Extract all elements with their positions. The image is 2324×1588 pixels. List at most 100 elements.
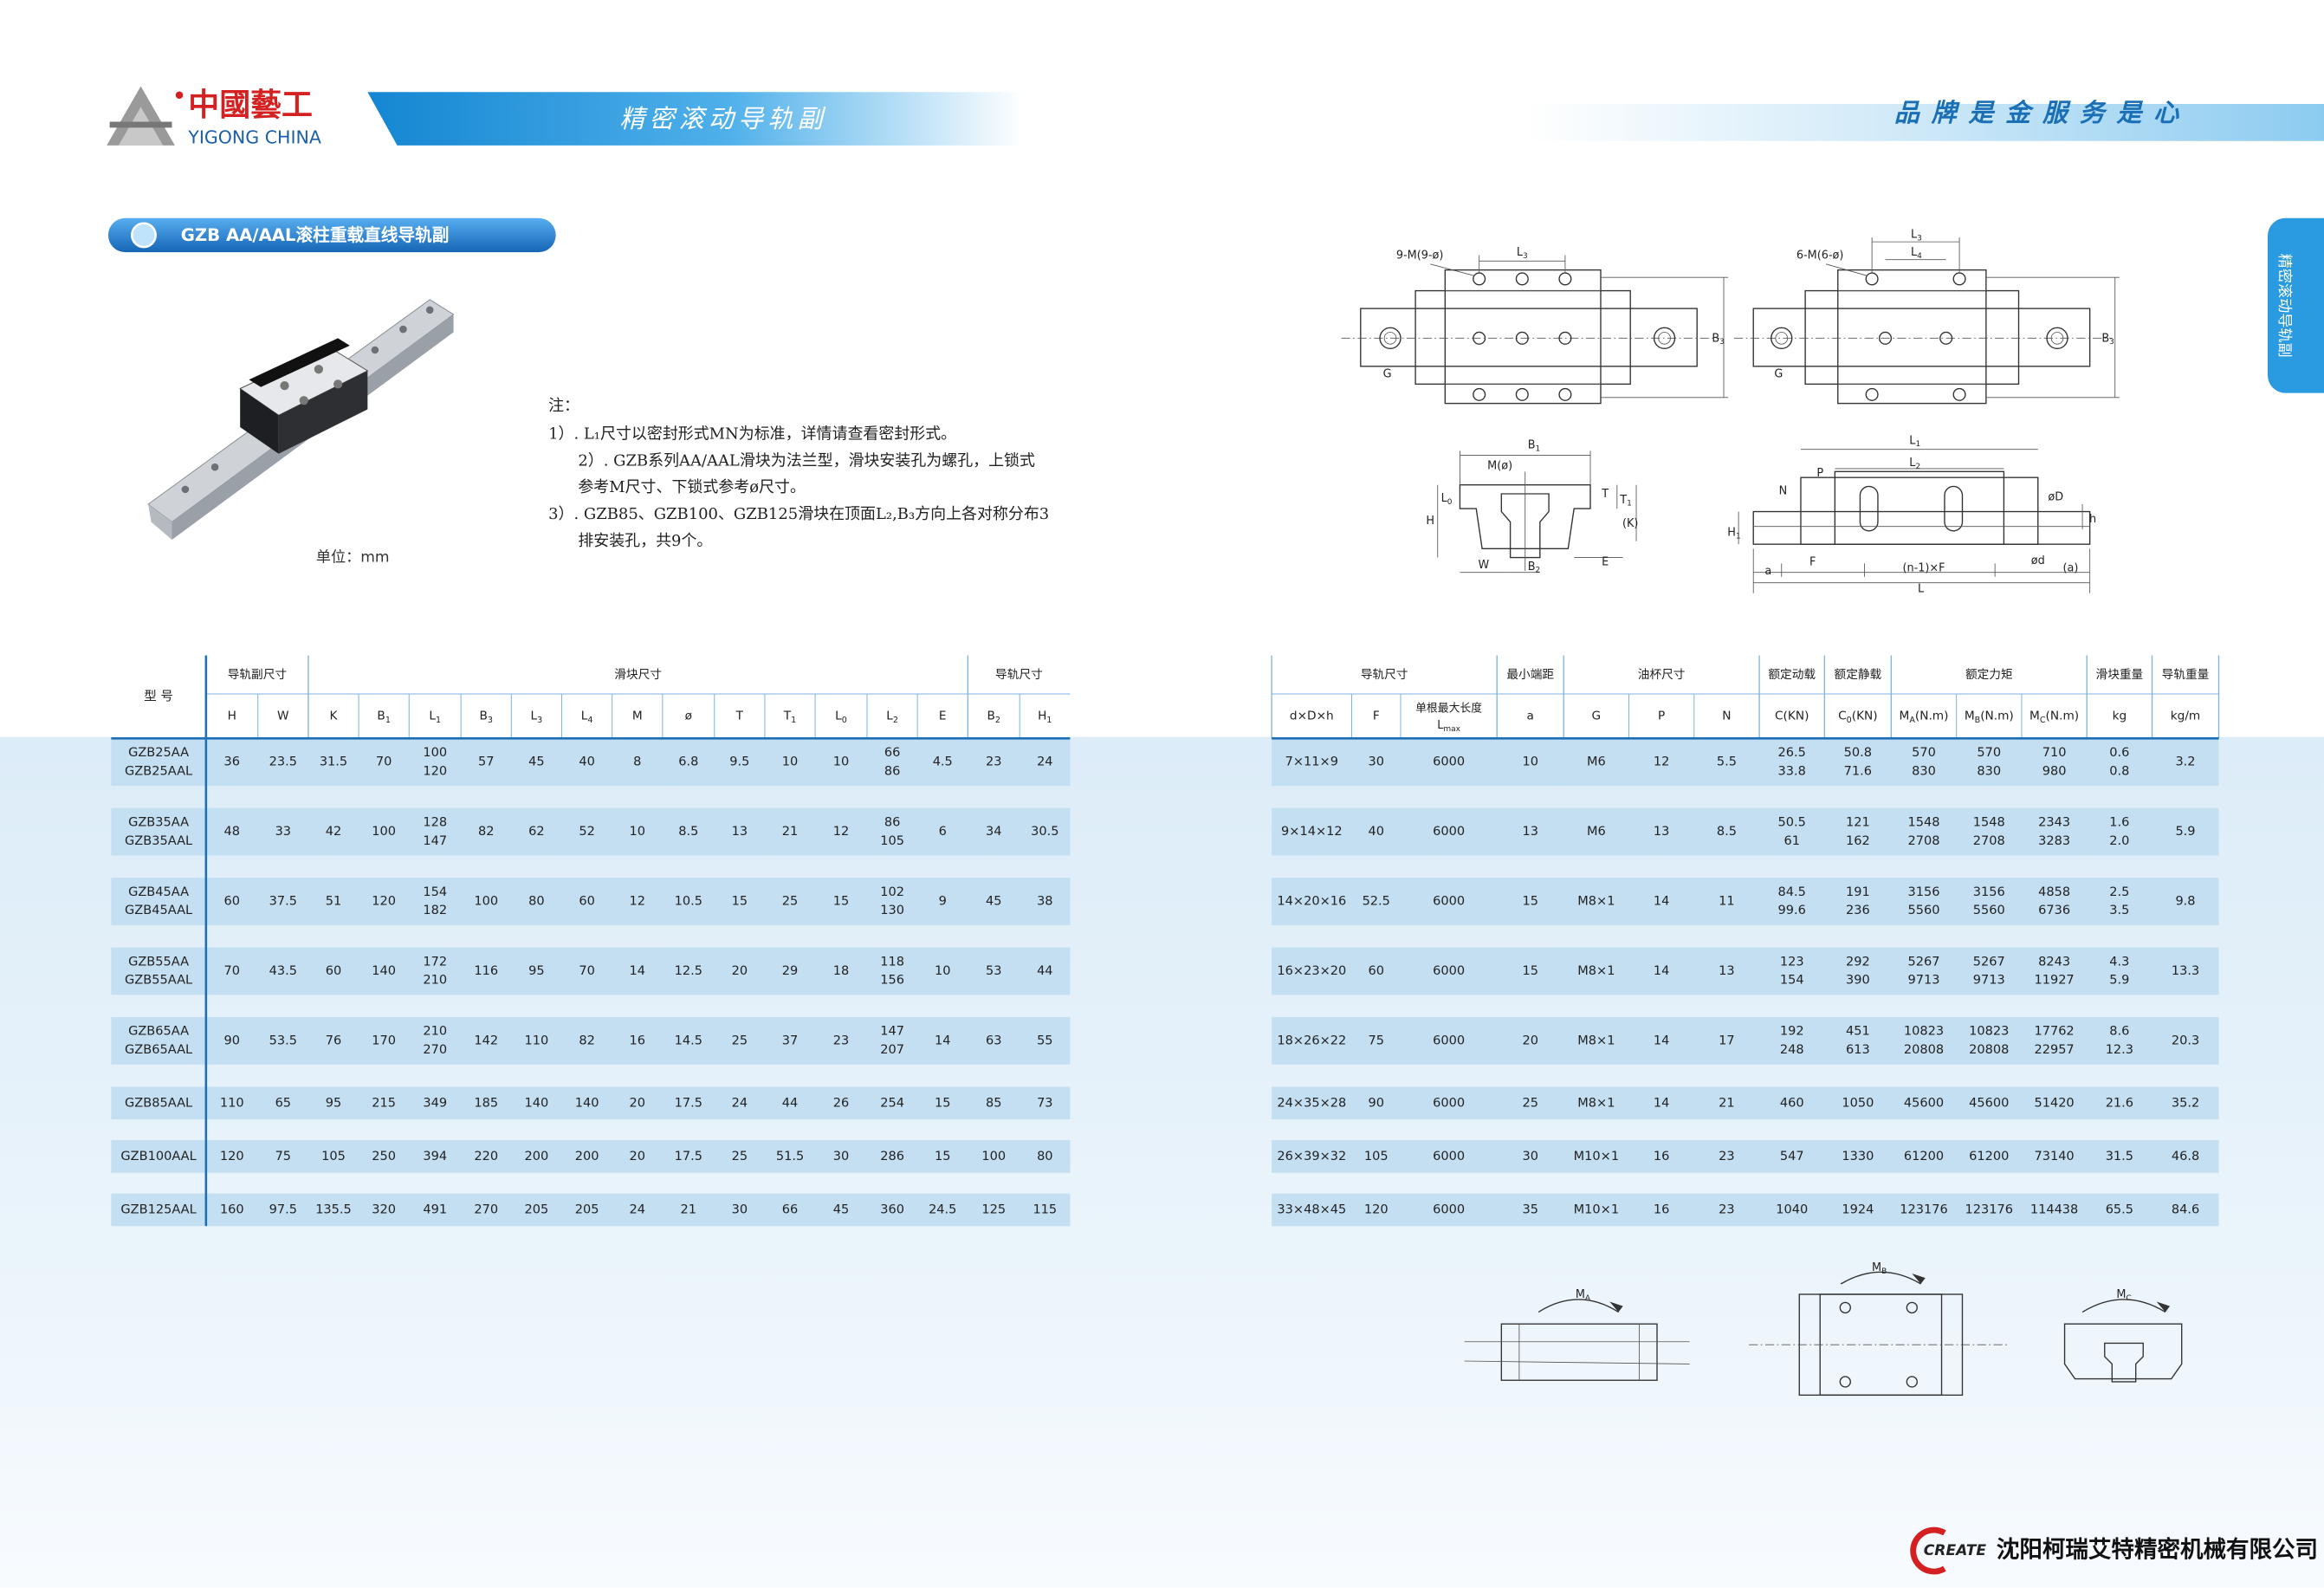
- column-header-sub: 2: [893, 715, 898, 724]
- cell-text: 45: [986, 895, 1002, 909]
- diagram-label: MA: [1576, 1287, 1591, 1302]
- column-header-main: L: [531, 710, 538, 723]
- cell-text: 9713: [1973, 974, 2005, 988]
- cell-text: 17.5: [675, 1096, 702, 1110]
- cell-text: 6000: [1433, 1096, 1465, 1110]
- cell-text: 1548: [1908, 815, 1940, 829]
- slogan: 品牌是金服务是心: [1894, 98, 2191, 127]
- group-header: 滑块重量: [2096, 667, 2144, 682]
- cell-text: 51: [326, 895, 342, 909]
- cell-text: 120: [1364, 1202, 1389, 1216]
- row-strip: [111, 878, 1071, 925]
- group-header: 导轨尺寸: [1361, 668, 1408, 682]
- column-header-rest: (N.m): [1980, 710, 2014, 723]
- diagram-label-main: B: [2101, 332, 2109, 345]
- notes-heading: 注：: [548, 397, 579, 415]
- group-header: 油杯尺寸: [1638, 668, 1686, 682]
- cell-text: 16: [1654, 1150, 1670, 1163]
- cell-text: 140: [525, 1096, 549, 1110]
- side-tab: [2267, 217, 2324, 393]
- cell-text: 61200: [1969, 1150, 2009, 1163]
- column-header-sub: A: [1909, 715, 1915, 724]
- column-header-main: G: [1592, 710, 1602, 723]
- cell-text: GZB55AA: [128, 955, 189, 969]
- diagram-label-main: L: [1909, 434, 1916, 447]
- diagram-label-main: 6-M(6-ø): [1796, 249, 1844, 262]
- column-header-rest: (N.m): [2046, 710, 2080, 723]
- cell-text: 613: [1846, 1043, 1870, 1057]
- cell-text: 170: [372, 1034, 396, 1047]
- cell-text: 10: [782, 755, 799, 769]
- cell-text: 25: [732, 1150, 748, 1163]
- column-header: L1: [429, 710, 441, 725]
- cell-text: 40: [579, 755, 594, 769]
- diagram-label: P: [1816, 467, 1823, 480]
- cell-text: 84.5: [1778, 885, 1806, 899]
- cell-text: GZB100AAL: [120, 1150, 197, 1163]
- cell-text: 9713: [1908, 974, 1940, 988]
- column-header: W: [277, 710, 289, 723]
- cell-text: 5.9: [2109, 974, 2129, 988]
- cell-text: 18×26×22: [1277, 1034, 1346, 1047]
- cell-text: 17: [1719, 1034, 1735, 1047]
- column-header-main: T: [783, 710, 792, 723]
- cell-text: M8×1: [1577, 1096, 1615, 1110]
- diagram-label: G: [1774, 367, 1783, 380]
- cell-text: 53.5: [269, 1034, 297, 1047]
- column-header: H: [228, 710, 236, 723]
- column-header-sub: 0: [842, 715, 847, 724]
- group-header: 最小端距: [1506, 668, 1554, 682]
- column-header: T1: [783, 710, 796, 725]
- column-header-main: T: [735, 710, 744, 723]
- cell-text: 135.5: [315, 1202, 352, 1216]
- cell-text: 21: [782, 825, 799, 839]
- diagram-label: 9-M(9-ø): [1396, 249, 1444, 262]
- cell-text: 207: [880, 1043, 904, 1057]
- footer-brand: CREATE: [1924, 1542, 1987, 1559]
- diagram-label: L0: [1441, 492, 1453, 507]
- cell-text: 62: [528, 825, 545, 839]
- drawing-moment-b: [1749, 1271, 2009, 1397]
- logo-en: YIGONG CHINA: [187, 126, 321, 147]
- column-header-main: E: [939, 710, 947, 723]
- cell-text: 51.5: [776, 1150, 804, 1163]
- diagram-label-main: B: [1528, 560, 1536, 573]
- diagram-label-main: (K): [1622, 517, 1638, 530]
- column-header-sub: C: [2040, 715, 2046, 724]
- cell-text: M10×1: [1574, 1150, 1619, 1163]
- column-header: kg: [2113, 710, 2127, 723]
- cell-text: 61200: [1904, 1150, 1944, 1163]
- cell-text: M6: [1587, 755, 1606, 769]
- cell-text: 65.5: [2106, 1202, 2133, 1216]
- cell-text: 0.8: [2109, 764, 2129, 778]
- column-header-main: L: [429, 710, 436, 723]
- cell-text: M8×1: [1577, 895, 1615, 909]
- cell-text: 200: [525, 1150, 549, 1163]
- cell-text: 11: [1719, 895, 1735, 909]
- cell-text: 20.3: [2172, 1034, 2199, 1047]
- cell-text: 23: [833, 1034, 849, 1047]
- cell-text: 20808: [1969, 1043, 2009, 1057]
- cell-text: 2708: [1908, 834, 1940, 848]
- diagram-label: MC: [2116, 1287, 2131, 1302]
- cell-text: 120: [423, 764, 447, 778]
- cell-text: 15: [833, 895, 849, 909]
- diagram-label-main: T: [1619, 493, 1627, 506]
- cell-text: 8.6: [2109, 1025, 2129, 1039]
- cell-text: M10×1: [1574, 1202, 1619, 1216]
- diagram-label-main: M: [2116, 1287, 2126, 1300]
- cell-text: 460: [1780, 1096, 1804, 1110]
- diagram-label-sub: 1: [1736, 532, 1741, 541]
- note-line: 3）. GZB85、GZB100、GZB125滑块在顶面L₂,B₃方向上各对称分…: [548, 505, 1049, 523]
- cell-text: 13: [732, 825, 748, 839]
- column-header: B3: [479, 710, 493, 725]
- column-header-main: B: [377, 710, 385, 723]
- cell-text: 24: [732, 1096, 748, 1110]
- logo-cn: 中國藝工: [188, 87, 313, 123]
- diagram-label: MB: [1872, 1261, 1887, 1276]
- cell-text: 121: [1846, 815, 1870, 829]
- column-header-sub: 1: [1046, 715, 1052, 724]
- cell-text: 4.5: [933, 755, 953, 769]
- cell-text: 23: [986, 755, 1002, 769]
- column-header-rest: (KN): [1852, 710, 1878, 723]
